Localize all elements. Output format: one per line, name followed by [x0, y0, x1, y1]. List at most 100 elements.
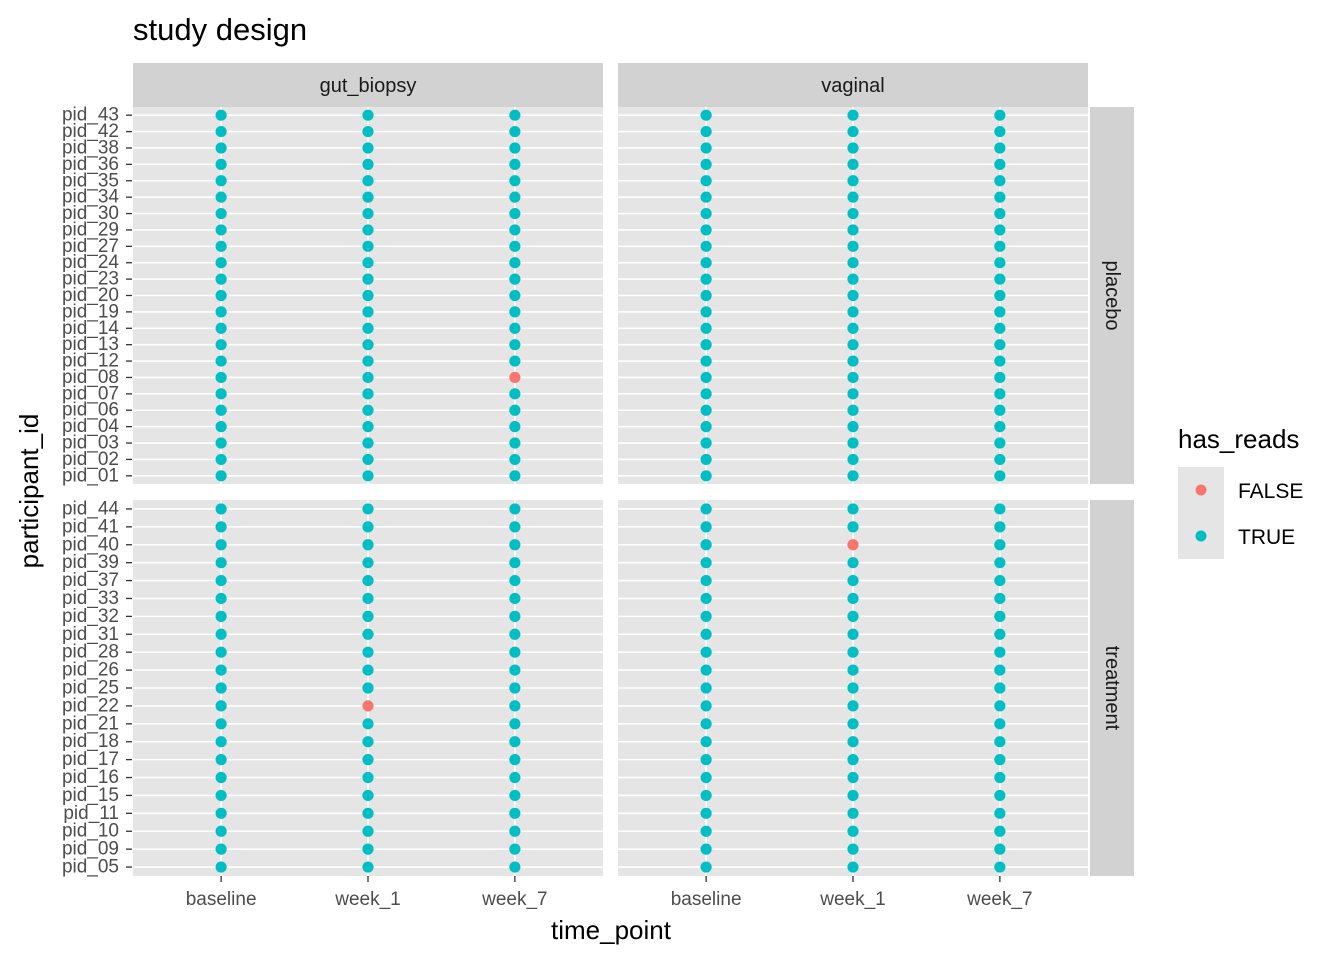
- data-point-pid_10-week_7-true: [994, 825, 1006, 837]
- data-point-pid_24-week_1-true: [362, 257, 374, 269]
- y-tick-label: pid_15: [62, 785, 119, 806]
- data-point-pid_19-baseline-true: [700, 306, 712, 318]
- data-point-pid_05-baseline-true: [700, 861, 712, 873]
- y-tick-label: pid_04: [62, 416, 119, 437]
- data-point-pid_03-week_1-true: [847, 437, 859, 449]
- data-point-pid_31-week_1-true: [362, 628, 374, 640]
- data-point-pid_24-baseline-true: [700, 257, 712, 269]
- data-point-pid_21-baseline-true: [700, 718, 712, 730]
- data-point-pid_25-baseline-true: [215, 682, 227, 694]
- data-point-pid_05-week_7-true: [994, 861, 1006, 873]
- data-point-pid_15-week_1-true: [847, 789, 859, 802]
- data-point-pid_34-week_1-true: [847, 191, 859, 203]
- data-point-pid_02-week_7-true: [994, 453, 1006, 466]
- data-point-pid_32-week_1-true: [362, 610, 374, 622]
- legend-key-true-point: [1195, 530, 1207, 542]
- data-point-pid_11-baseline-true: [700, 807, 712, 819]
- data-point-pid_36-week_1-true: [362, 158, 374, 170]
- data-point-pid_40-baseline-true: [215, 539, 227, 551]
- data-point-pid_31-week_1-true: [847, 628, 859, 640]
- data-point-pid_15-week_1-true: [362, 789, 374, 802]
- data-point-pid_21-week_1-true: [362, 718, 374, 730]
- data-point-pid_35-week_1-true: [847, 175, 859, 187]
- data-point-pid_34-baseline-true: [700, 191, 712, 203]
- y-tick-label: pid_11: [63, 803, 119, 824]
- y-tick-label: pid_44: [62, 498, 119, 519]
- data-point-pid_38-baseline-true: [215, 142, 227, 154]
- data-point-pid_40-week_7-true: [509, 539, 521, 551]
- data-point-pid_03-week_7-true: [509, 437, 521, 449]
- data-point-pid_43-week_1-true: [362, 109, 374, 121]
- legend-title: has_reads: [1178, 424, 1299, 454]
- strip-label-placebo: placebo: [1101, 260, 1123, 330]
- data-point-pid_20-week_7-true: [509, 289, 521, 302]
- data-point-pid_16-week_1-true: [847, 771, 859, 784]
- data-point-pid_08-baseline-true: [215, 371, 227, 384]
- y-tick-label: pid_03: [62, 433, 119, 454]
- data-point-pid_14-baseline-true: [215, 322, 227, 334]
- data-point-pid_27-week_7-true: [509, 240, 521, 252]
- data-point-pid_09-week_1-true: [847, 843, 859, 855]
- facet-panels: gut_biopsy vaginalplacebopid_01pid_02pid_…: [62, 63, 1134, 910]
- data-point-pid_23-week_1-true: [362, 273, 374, 285]
- data-point-pid_03-baseline-true: [700, 437, 712, 449]
- y-tick-label: pid_09: [62, 839, 119, 860]
- data-point-pid_41-week_7-true: [994, 521, 1006, 533]
- y-tick-label: pid_29: [62, 219, 119, 240]
- y-tick-label: pid_06: [62, 400, 119, 421]
- data-point-pid_14-week_7-true: [509, 322, 521, 334]
- data-point-pid_40-week_1-true: [362, 539, 374, 551]
- data-point-pid_26-week_1-true: [362, 664, 374, 676]
- data-point-pid_25-week_1-true: [847, 682, 859, 694]
- data-point-pid_28-week_7-true: [994, 646, 1006, 658]
- data-point-pid_38-week_1-true: [362, 142, 374, 154]
- data-point-pid_12-baseline-true: [700, 355, 712, 367]
- data-point-pid_13-baseline-true: [700, 339, 712, 351]
- x-tick-label: week_7: [966, 889, 1033, 910]
- data-point-pid_30-week_1-true: [362, 207, 374, 220]
- data-point-pid_13-week_7-true: [509, 339, 521, 351]
- data-point-pid_01-week_7-true: [509, 470, 521, 482]
- data-point-pid_17-week_1-true: [847, 754, 859, 766]
- data-point-pid_29-week_1-true: [362, 224, 374, 236]
- strip-label-treatment: treatment: [1101, 646, 1123, 731]
- data-point-pid_42-week_1-true: [362, 125, 374, 138]
- data-point-pid_08-week_1-true: [847, 371, 859, 384]
- data-point-pid_20-week_1-true: [362, 289, 374, 302]
- data-point-pid_31-baseline-true: [215, 628, 227, 640]
- strip-placebo: [1090, 107, 1134, 484]
- data-point-pid_23-baseline-true: [215, 273, 227, 285]
- data-point-pid_21-week_7-true: [509, 718, 521, 730]
- x-tick-label: week_1: [334, 889, 401, 910]
- y-tick-label: pid_10: [62, 821, 119, 842]
- data-point-pid_34-baseline-true: [215, 191, 227, 203]
- data-point-pid_03-week_1-true: [362, 437, 374, 449]
- data-point-pid_04-week_7-true: [994, 421, 1006, 433]
- data-point-pid_29-baseline-true: [700, 224, 712, 236]
- data-point-pid_20-baseline-true: [700, 289, 712, 302]
- data-point-pid_10-week_1-true: [362, 825, 374, 837]
- data-point-pid_08-week_1-true: [362, 371, 374, 384]
- y-tick-label: pid_39: [62, 552, 119, 573]
- x-axis-title: time_point: [551, 915, 672, 945]
- data-point-pid_11-week_1-true: [362, 807, 374, 819]
- data-point-pid_18-week_7-true: [509, 736, 521, 748]
- y-tick-label: pid_14: [62, 318, 119, 339]
- data-point-pid_36-baseline-true: [215, 158, 227, 170]
- data-point-pid_29-week_7-true: [994, 224, 1006, 236]
- data-point-pid_02-week_1-true: [362, 453, 374, 466]
- data-point-pid_02-baseline-true: [700, 453, 712, 466]
- data-point-pid_35-week_7-true: [509, 175, 521, 187]
- data-point-pid_32-baseline-true: [700, 610, 712, 622]
- data-point-pid_31-week_7-true: [509, 628, 521, 640]
- data-point-pid_34-week_7-true: [509, 191, 521, 203]
- data-point-pid_09-week_1-true: [362, 843, 374, 855]
- data-point-pid_43-week_7-true: [994, 109, 1006, 121]
- y-tick-label: pid_41: [62, 516, 119, 537]
- data-point-pid_01-week_1-true: [362, 470, 374, 482]
- data-point-pid_09-baseline-true: [700, 843, 712, 855]
- data-point-pid_33-week_7-true: [994, 592, 1006, 605]
- data-point-pid_33-baseline-true: [215, 592, 227, 605]
- data-point-pid_27-week_1-true: [847, 240, 859, 252]
- data-point-pid_07-baseline-true: [700, 388, 712, 400]
